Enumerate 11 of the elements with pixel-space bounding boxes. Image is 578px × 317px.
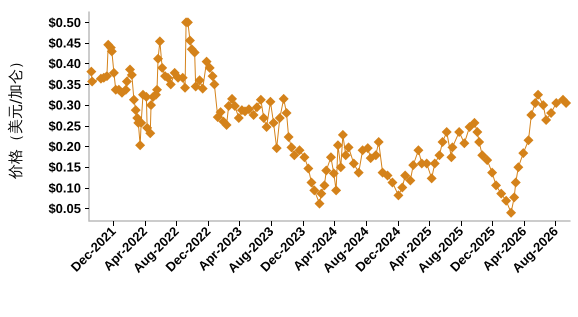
y-tick-label: $0.45 (48, 36, 81, 51)
y-tick-label: $0.35 (48, 76, 81, 92)
y-tick-label: $0.05 (48, 201, 81, 216)
y-tick-label: $0.20 (48, 139, 81, 154)
y-tick-label: $0.10 (48, 180, 81, 196)
y-tick-label: $0.50 (48, 14, 81, 30)
y-tick-label: $0.15 (48, 160, 81, 175)
y-axis-title: 价格（美元/加仑） (6, 54, 24, 180)
y-tick-label: $0.40 (48, 56, 81, 72)
y-tick-label: $0.30 (48, 98, 81, 113)
y-tick-label: $0.25 (48, 118, 81, 134)
